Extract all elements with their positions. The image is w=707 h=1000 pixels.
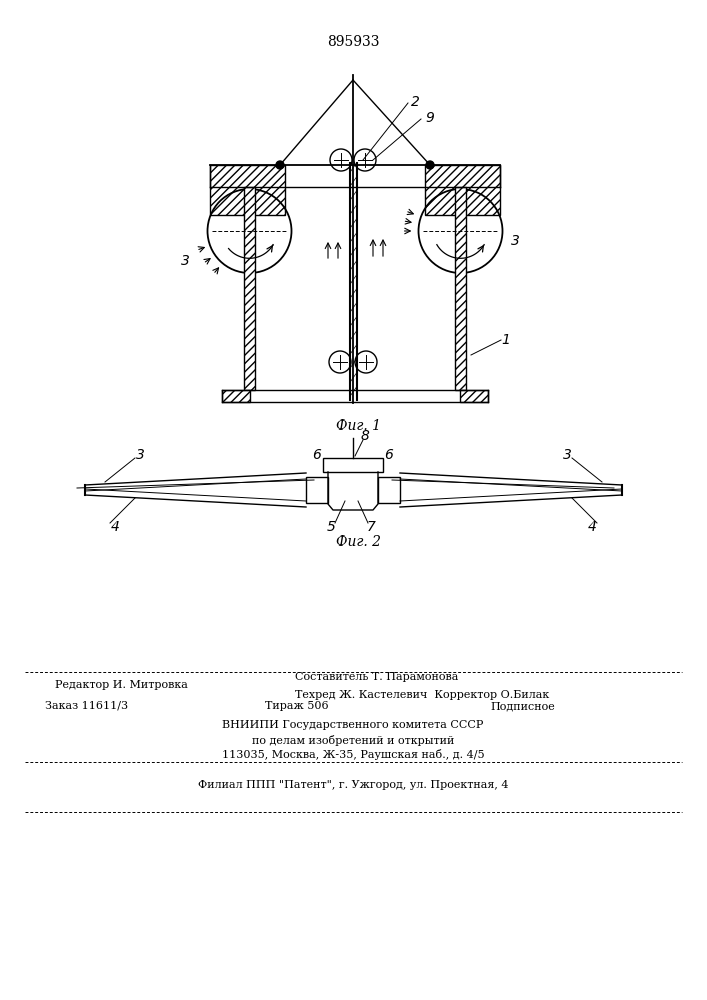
Text: Фиг. 2: Фиг. 2 [336, 535, 380, 549]
Text: Составитель Т. Парамонова: Составитель Т. Парамонова [295, 672, 458, 682]
Text: 8: 8 [361, 429, 370, 443]
Text: Техред Ж. Кастелевич  Корректор О.Билак: Техред Ж. Кастелевич Корректор О.Билак [295, 690, 549, 700]
Text: 4: 4 [588, 520, 597, 534]
Text: 3: 3 [136, 448, 144, 462]
Text: 7: 7 [366, 520, 375, 534]
Bar [222, 390, 250, 402]
Text: 2: 2 [411, 95, 420, 109]
Text: 6: 6 [385, 448, 393, 462]
Text: 4: 4 [110, 520, 119, 534]
Text: Фиг. 1: Фиг. 1 [336, 419, 380, 433]
Text: ВНИИПИ Государственного комитета СССР: ВНИИПИ Государственного комитета СССР [222, 720, 484, 730]
Text: Подписное: Подписное [490, 701, 555, 711]
Text: 6: 6 [312, 448, 322, 462]
Bar [323, 458, 383, 472]
Text: 3: 3 [180, 254, 189, 268]
Bar [378, 477, 400, 503]
Bar [244, 187, 255, 390]
Circle shape [426, 161, 434, 169]
Text: 3: 3 [563, 448, 571, 462]
Text: 113035, Москва, Ж-35, Раушская наб., д. 4/5: 113035, Москва, Ж-35, Раушская наб., д. … [222, 748, 484, 760]
Bar [306, 477, 328, 503]
Bar [210, 165, 285, 215]
Text: Тираж 506: Тираж 506 [265, 701, 329, 711]
Text: Филиал ППП "Патент", г. Ужгород, ул. Проектная, 4: Филиал ППП "Патент", г. Ужгород, ул. Про… [198, 780, 508, 790]
Text: 9: 9 [425, 111, 434, 125]
Circle shape [276, 161, 284, 169]
Text: по делам изобретений и открытий: по делам изобретений и открытий [252, 734, 454, 746]
Bar [460, 390, 488, 402]
Bar [455, 187, 466, 390]
Text: 3: 3 [511, 234, 520, 248]
Text: Заказ 11611/3: Заказ 11611/3 [45, 701, 128, 711]
Bar [425, 165, 500, 215]
Text: 1: 1 [501, 333, 510, 347]
Text: 5: 5 [327, 520, 335, 534]
Text: Редактор И. Митровка: Редактор И. Митровка [55, 680, 188, 690]
Text: 895933: 895933 [327, 35, 379, 49]
